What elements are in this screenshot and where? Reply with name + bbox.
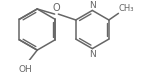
- Text: CH₃: CH₃: [119, 4, 134, 13]
- Text: N: N: [89, 1, 96, 10]
- Text: OH: OH: [19, 65, 32, 74]
- Text: N: N: [89, 50, 96, 59]
- Text: O: O: [53, 3, 60, 13]
